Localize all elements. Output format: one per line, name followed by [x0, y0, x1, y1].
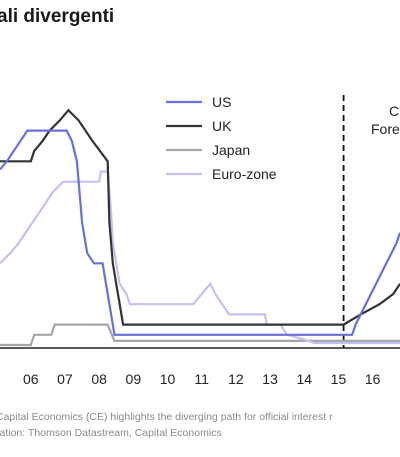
series-layer: [0, 108, 400, 347]
x-tick-label-11: 11: [194, 371, 209, 387]
x-tick-label-13: 13: [262, 371, 278, 387]
x-tick-label-07: 07: [57, 371, 73, 387]
forecast-label-line1: C: [389, 103, 399, 119]
legend-label-us: US: [212, 94, 231, 110]
legend-label-japan: Japan: [212, 142, 250, 158]
chart-title: ali divergenti: [0, 6, 115, 27]
series-line-uk: [0, 108, 400, 326]
x-tick-label-12: 12: [228, 371, 244, 387]
x-tick-label-16: 16: [365, 371, 381, 387]
legend: US UK Japan Euro-zone: [166, 94, 277, 182]
series-line-japan: [0, 323, 400, 347]
caption-line-2: ration: Thomson Datastream, Capital Econ…: [0, 427, 222, 439]
x-tick-label-14: 14: [296, 371, 312, 387]
x-tick-label-06: 06: [23, 371, 39, 387]
x-tick-label-08: 08: [91, 371, 107, 387]
x-tick-label-15: 15: [331, 371, 347, 387]
caption-line-1: Capital Economics (CE) highlights the di…: [0, 411, 333, 423]
legend-label-euro-zone: Euro-zone: [212, 166, 277, 182]
rate-chart: 06070809101112131415161 USUKJapanEuro-zo…: [0, 94, 400, 387]
x-tick-label-09: 09: [126, 371, 142, 387]
series-line-us: [0, 129, 400, 336]
figure-caption: Capital Economics (CE) highlights the di…: [0, 409, 400, 441]
legend-label-uk: UK: [212, 118, 232, 134]
x-tick-labels: 06070809101112131415161: [23, 371, 381, 387]
series-line-euro-zone: [0, 170, 400, 345]
x-tick-label-10: 10: [160, 371, 176, 387]
axis-layer: [0, 95, 400, 349]
forecast-label-line2: Fore: [371, 121, 400, 137]
